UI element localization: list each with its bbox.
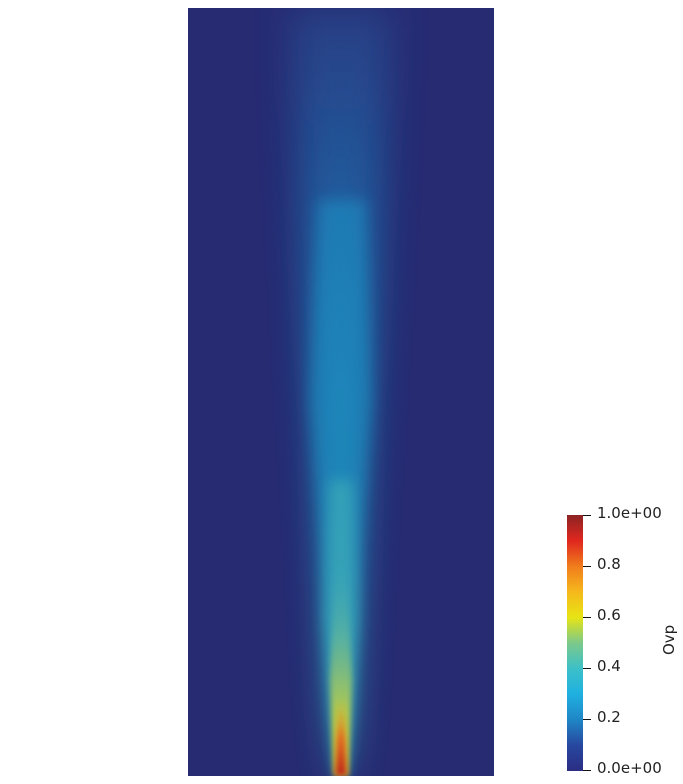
colorbar-tick-label: 0.8 (597, 555, 621, 573)
colorbar-tick-label: 0.4 (597, 657, 621, 675)
colorbar-tick-mark (583, 515, 591, 516)
colorbar-tick-mark (583, 668, 591, 669)
colorbar-tick-label: 0.2 (597, 708, 621, 726)
colorbar-tick-label: 1.0e+00 (597, 504, 662, 522)
colorbar-gradient (567, 515, 583, 771)
colorbar-tick-mark (583, 770, 591, 771)
colorbar-tick-mark (583, 617, 591, 618)
plume-tip (335, 700, 347, 776)
plume-hot-core (330, 560, 352, 776)
colorbar-title: Ovp (660, 624, 678, 655)
colorbar-tick-mark (583, 719, 591, 720)
colorbar-tick-label: 0.6 (597, 606, 621, 624)
colorbar-tick-mark (583, 566, 591, 567)
colorbar-tick-label: 0.0e+00 (597, 759, 662, 777)
plume-layers (290, 8, 392, 776)
